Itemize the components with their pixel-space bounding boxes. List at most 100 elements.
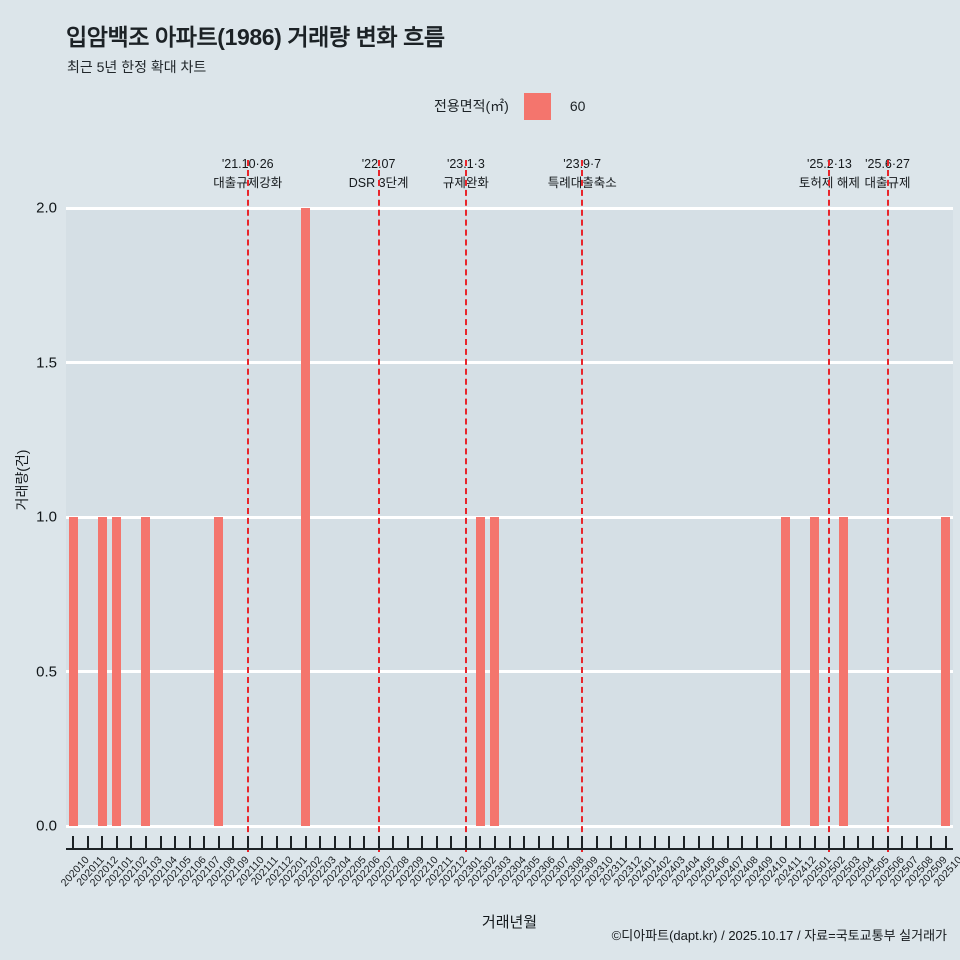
bar-202501[interactable]	[810, 517, 820, 826]
bar-202303[interactable]	[490, 517, 500, 826]
y-tick-label: 1.0	[36, 508, 57, 526]
x-tick	[595, 836, 598, 848]
x-tick	[566, 836, 569, 848]
x-tick	[726, 836, 729, 848]
x-tick	[915, 836, 918, 848]
x-tick	[290, 836, 293, 848]
x-tick	[464, 836, 467, 848]
x-tick	[697, 836, 700, 848]
x-tick	[813, 836, 816, 848]
x-tick	[159, 836, 162, 848]
x-tick	[72, 836, 75, 848]
x-tick	[130, 836, 133, 848]
x-tick	[799, 836, 802, 848]
x-tick	[886, 836, 889, 848]
x-tick	[188, 836, 191, 848]
x-tick	[348, 836, 351, 848]
x-tick	[712, 836, 715, 848]
x-tick	[377, 836, 380, 848]
x-tick	[770, 836, 773, 848]
x-tick	[755, 836, 758, 848]
gridline	[66, 361, 953, 364]
x-tick	[261, 836, 264, 848]
x-tick	[741, 836, 744, 848]
x-tick	[101, 836, 104, 848]
x-tick	[828, 836, 831, 848]
event-line-202301	[464, 160, 467, 852]
event-line-202506	[886, 160, 889, 852]
bar-202510[interactable]	[941, 517, 951, 826]
x-tick	[624, 836, 627, 848]
x-tick	[174, 836, 177, 848]
x-tick	[552, 836, 555, 848]
x-tick	[319, 836, 322, 848]
event-line-202207	[377, 160, 380, 852]
x-tick	[537, 836, 540, 848]
page-subtitle: 최근 5년 한정 확대 차트	[67, 59, 207, 75]
x-tick	[523, 836, 526, 848]
x-tick	[668, 836, 671, 848]
x-tick	[363, 836, 366, 848]
legend-item-label: 60	[569, 98, 586, 114]
x-tick	[944, 836, 947, 848]
x-tick	[450, 836, 453, 848]
x-axis: 거래년월 202010 202011 202012 202101 202102 20210…	[59, 826, 960, 946]
y-axis-title: 거래량(건)	[14, 449, 30, 511]
x-tick	[421, 836, 424, 848]
y-axis: 0.0 0.5 1.0 1.5 2.0	[0, 200, 57, 835]
gridline	[66, 515, 953, 519]
bar-202012[interactable]	[97, 517, 107, 826]
event-line-202502	[828, 160, 831, 852]
x-tick	[493, 836, 496, 848]
gridline	[66, 670, 953, 673]
y-tick-label: 0.5	[36, 663, 57, 680]
plot-area	[66, 160, 953, 852]
bar-202108[interactable]	[214, 517, 224, 826]
y-tick-label: 2.0	[36, 199, 57, 217]
x-tick	[217, 836, 220, 848]
bar-202503[interactable]	[839, 517, 849, 826]
x-tick	[435, 836, 438, 848]
gridline	[66, 824, 953, 828]
x-tick	[115, 836, 118, 848]
x-tick	[203, 836, 206, 848]
gridline	[66, 206, 953, 210]
y-tick-label: 0.0	[36, 817, 57, 835]
x-tick	[610, 836, 613, 848]
event-line-202309	[581, 160, 584, 852]
bar-202010[interactable]	[68, 517, 78, 826]
bar-202202[interactable]	[301, 208, 311, 826]
x-tick	[275, 836, 278, 848]
x-tick	[392, 836, 395, 848]
bar-202302[interactable]	[475, 517, 485, 826]
x-axis-line	[66, 848, 953, 850]
event-annotations: '21.10·26 대출규제강화 '22.07 DSR 3단계 '23.1·3 규제완화 '…	[66, 155, 953, 208]
page-title: 입암백조 아파트(1986) 거래량 변화 흐름	[66, 24, 445, 50]
event-line-202110	[246, 160, 249, 852]
bar-202103[interactable]	[141, 517, 151, 826]
bar-202411[interactable]	[781, 517, 791, 826]
x-tick	[304, 836, 307, 848]
bar-202101[interactable]	[112, 517, 122, 826]
x-tick	[901, 836, 904, 848]
x-tick	[406, 836, 409, 848]
x-tick	[581, 836, 584, 848]
x-tick	[86, 836, 89, 848]
x-tick	[872, 836, 875, 848]
x-tick	[653, 836, 656, 848]
x-tick	[639, 836, 642, 848]
x-tick	[784, 836, 787, 848]
x-tick	[682, 836, 685, 848]
x-axis-title: 거래년월	[481, 914, 538, 931]
x-tick	[144, 836, 147, 848]
x-tick	[508, 836, 511, 848]
x-tick	[842, 836, 845, 848]
x-tick	[479, 836, 482, 848]
legend-swatch-60[interactable]	[523, 92, 551, 120]
x-tick	[246, 836, 249, 848]
legend-title: 전용면적(㎡)	[434, 98, 509, 114]
x-tick	[232, 836, 235, 848]
x-tick	[334, 836, 336, 848]
footer-credit: ©디아파트(dapt.kr) / 2025.10.17 / 자료=국토교통부 실…	[611, 928, 947, 943]
x-tick	[857, 836, 860, 848]
